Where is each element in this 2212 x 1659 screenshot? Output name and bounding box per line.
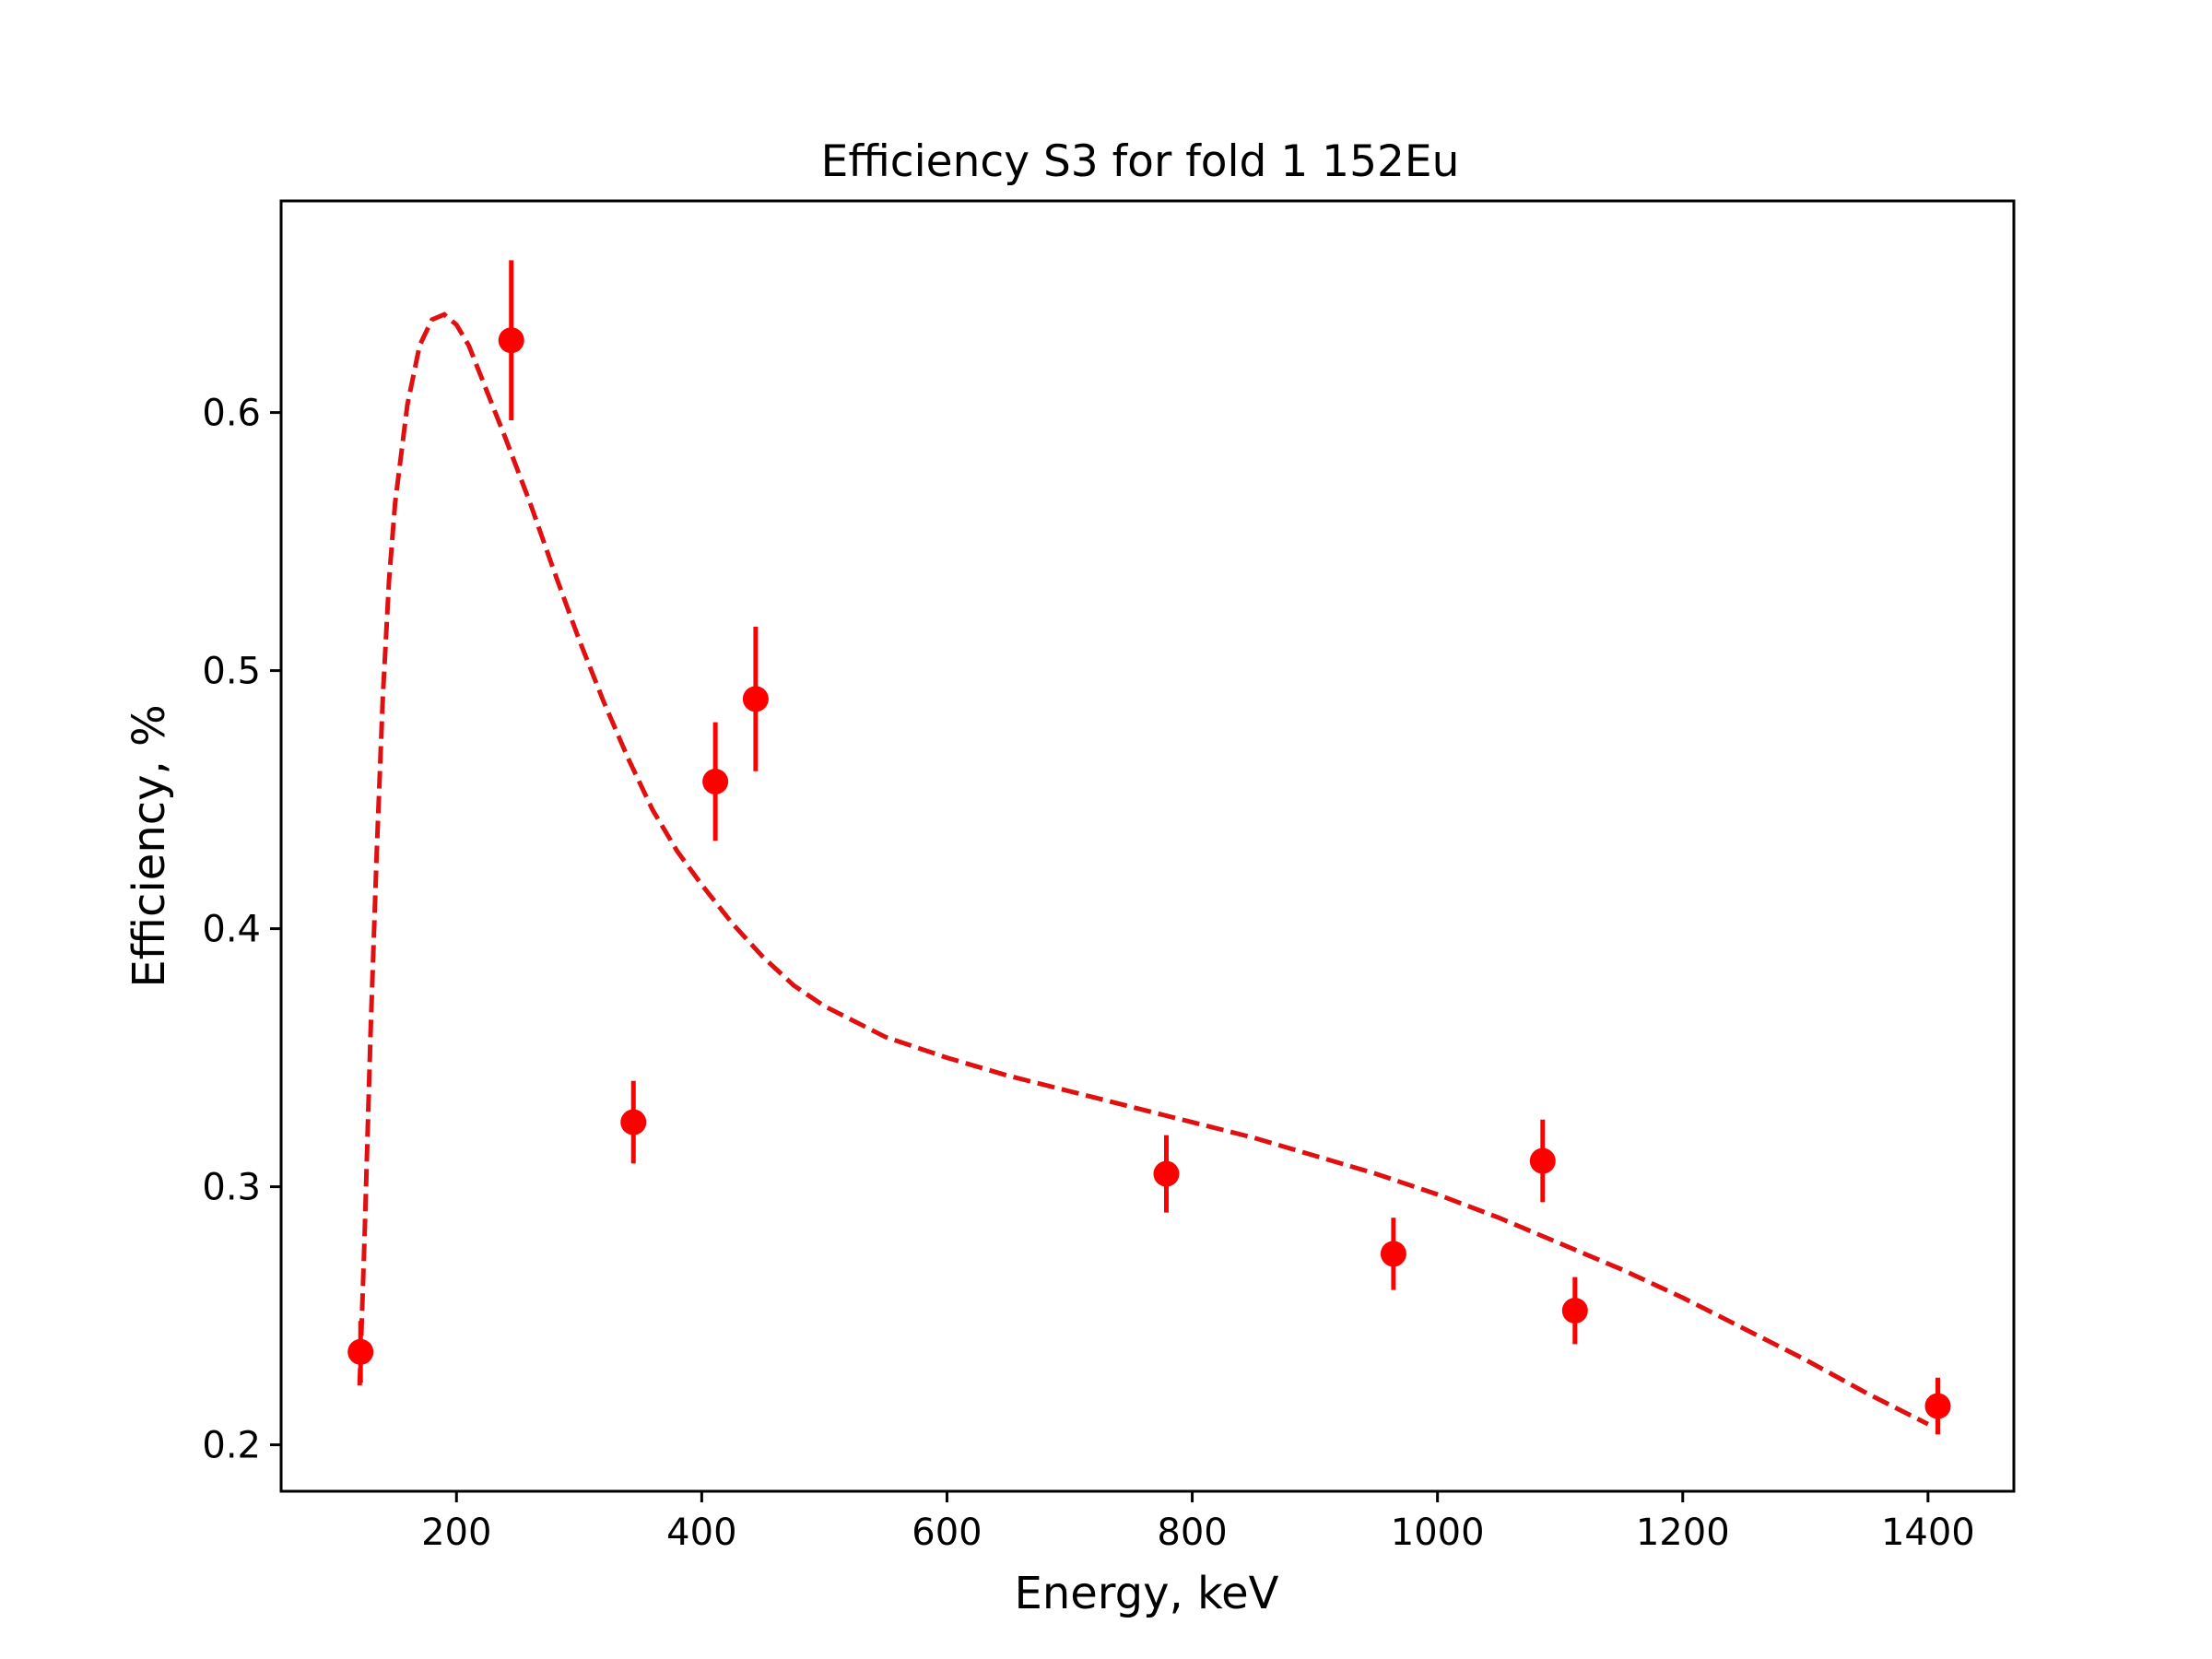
axes-frame (279, 199, 2016, 1493)
y-axis-label: Efficiency, % (124, 704, 175, 987)
y-tick-label: 0.5 (202, 651, 261, 693)
data-point (498, 327, 524, 354)
data-point (1561, 1298, 1588, 1324)
y-axis: 0.2 0.3 0.4 0.5 0.6 (202, 393, 281, 1467)
plot-area (347, 260, 1951, 1435)
chart-title: Efficiency S3 for fold 1 152Eu (821, 136, 1460, 187)
x-tick-label: 400 (666, 1512, 736, 1554)
data-point (1380, 1241, 1406, 1267)
x-tick-label: 800 (1157, 1512, 1227, 1554)
x-tick-label: 200 (421, 1512, 491, 1554)
data-point (702, 769, 729, 794)
data-point (1924, 1393, 1951, 1419)
fit-curve (357, 312, 1930, 1427)
data-point (1529, 1147, 1556, 1174)
data-point (347, 1338, 374, 1365)
x-tick-label: 1000 (1391, 1512, 1485, 1554)
x-tick-label: 600 (912, 1512, 982, 1554)
data-point (1153, 1160, 1180, 1187)
data-point (742, 686, 769, 712)
x-axis-label: Energy, keV (1014, 1568, 1278, 1619)
x-tick-label: 1200 (1636, 1512, 1730, 1554)
y-tick-label: 0.4 (202, 909, 261, 951)
y-tick-label: 0.6 (202, 393, 261, 435)
y-tick-label: 0.2 (202, 1425, 261, 1467)
y-tick-label: 0.3 (202, 1167, 261, 1209)
x-axis: 200 400 600 800 1000 1200 1400 (421, 1491, 1975, 1554)
x-tick-label: 1400 (1881, 1512, 1975, 1554)
data-point (620, 1109, 647, 1135)
